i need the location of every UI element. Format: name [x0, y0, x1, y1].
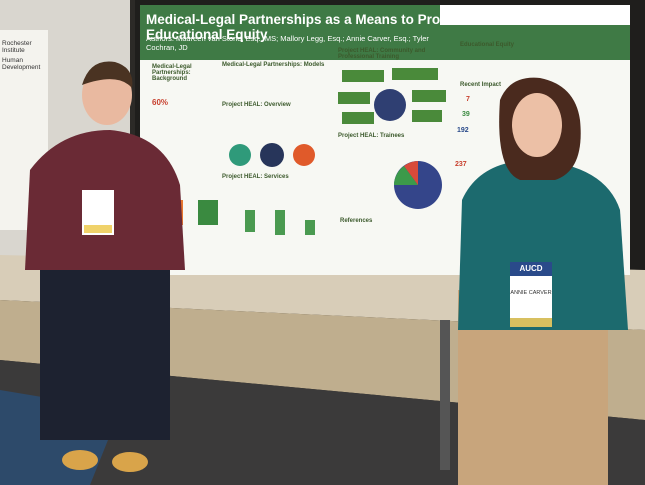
badge-name: ANNIE CARVER: [510, 290, 552, 296]
side-poster-text: Rochester Institute: [2, 40, 32, 54]
section-heading: Project HEAL: Community and Professional…: [338, 48, 426, 60]
poster-authors: Authors: Maureen van Stone, Esq., MS; Ma…: [146, 34, 429, 52]
poster-title: Medical-Legal Partnerships as a Means to…: [146, 12, 473, 42]
section-heading: Medical-Legal Partnerships: Models: [222, 62, 325, 68]
section-heading: Project HEAL: Services: [222, 174, 289, 180]
section-heading: Project HEAL: Overview: [222, 102, 291, 108]
section-heading: Educational Equity: [460, 42, 515, 48]
section-heading: Project HEAL: Trainees: [338, 133, 405, 139]
impact-number: 7: [466, 96, 470, 103]
impact-number: 192: [457, 127, 469, 134]
impact-number: 237: [455, 161, 467, 168]
section-heading: Recent Impact: [460, 82, 502, 88]
section-heading: References: [340, 218, 373, 224]
badge-org: AUCD: [519, 264, 543, 273]
section-heading: Medical-Legal Partnerships: Background: [152, 64, 192, 82]
side-poster-text: Human Development: [2, 57, 41, 71]
impact-number: 39: [462, 111, 470, 118]
stat: 60%: [152, 98, 169, 107]
